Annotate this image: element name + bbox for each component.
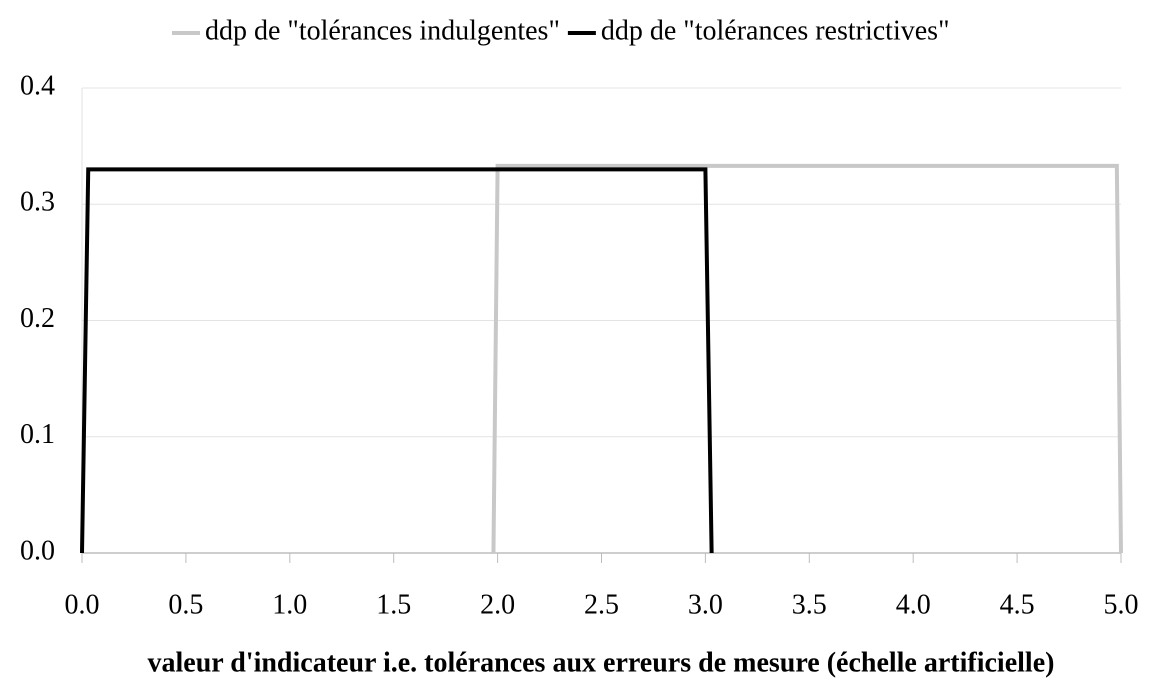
x-tick-label: 4.5	[1000, 589, 1035, 620]
series-line	[80, 167, 714, 554]
y-tick-label: 0.4	[20, 70, 55, 101]
y-tick-label: 0.0	[20, 535, 55, 566]
legend-label: ddp de "tolérances restrictives"	[601, 15, 950, 46]
x-tick-label: 3.5	[792, 589, 827, 620]
y-tick-label: 0.1	[20, 419, 55, 450]
x-tick-label: 0.0	[65, 589, 100, 620]
y-tick-label: 0.3	[20, 187, 55, 218]
x-tick-label: 1.5	[376, 589, 411, 620]
legend-label: ddp de "tolérances indulgentes"	[205, 15, 560, 46]
x-tick-label: 3.0	[688, 589, 723, 620]
x-tick-label: 1.0	[272, 589, 307, 620]
x-axis-label: valeur d'indicateur i.e. tolérances aux …	[148, 647, 1055, 678]
x-tick-label: 2.5	[584, 589, 619, 620]
x-tick-label: 2.0	[480, 589, 515, 620]
x-tick-label: 4.0	[896, 589, 931, 620]
y-tick-label: 0.2	[20, 303, 55, 334]
x-tick-label: 5.0	[1104, 589, 1139, 620]
series-line	[491, 163, 1123, 554]
x-tick-label: 0.5	[168, 589, 203, 620]
